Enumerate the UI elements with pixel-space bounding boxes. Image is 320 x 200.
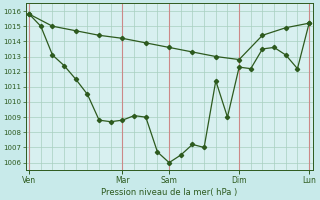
X-axis label: Pression niveau de la mer( hPa ): Pression niveau de la mer( hPa )	[101, 188, 237, 197]
